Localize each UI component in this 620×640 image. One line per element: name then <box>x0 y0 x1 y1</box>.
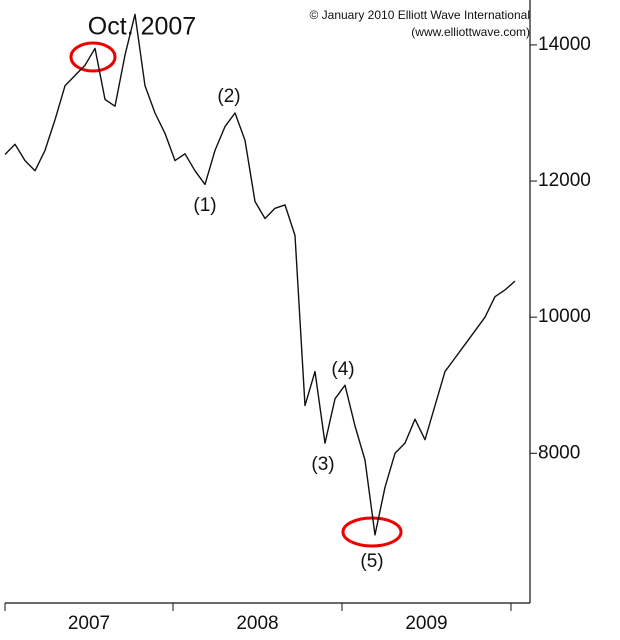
y-tick-label: 14000 <box>538 34 591 55</box>
x-tick-label: 2008 <box>236 613 278 634</box>
x-tick-label: 2007 <box>68 613 110 634</box>
y-tick-label: 8000 <box>538 442 580 463</box>
wave-label: (4) <box>331 359 354 380</box>
y-tick-label: 10000 <box>538 306 591 327</box>
highlight-circle <box>341 516 403 548</box>
wave-label: (5) <box>360 551 383 572</box>
wave-label: (3) <box>311 454 334 475</box>
wave-label: (2) <box>217 86 240 107</box>
y-tick-label: 12000 <box>538 170 591 191</box>
credit: © January 2010 Elliott Wave Internationa… <box>309 8 530 22</box>
wave-label: (1) <box>193 195 216 216</box>
credit: (www.elliottwave.com) <box>411 25 530 39</box>
price-line <box>4 13 516 536</box>
x-tick-label: 2009 <box>405 613 447 634</box>
highlight-circle <box>69 41 117 73</box>
chart-title: Oct. 2007 <box>88 13 196 41</box>
